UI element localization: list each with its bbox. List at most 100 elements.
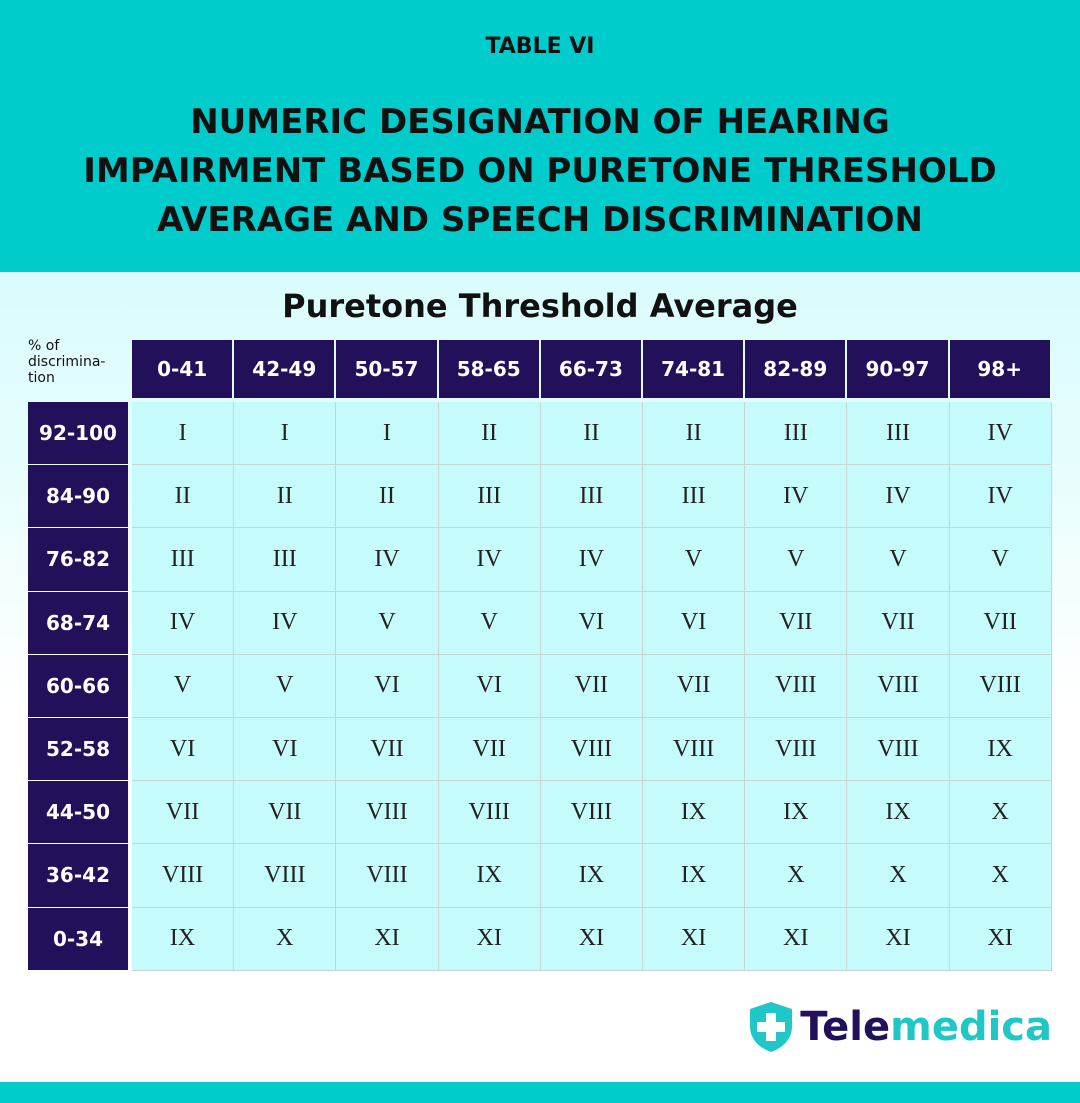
corner-line: % of	[28, 338, 60, 354]
table-cell: VIII	[847, 654, 950, 718]
table-cell: II	[234, 465, 337, 529]
table-cell: II	[336, 465, 439, 529]
row-header: 76-82	[28, 528, 128, 591]
brand-icon	[750, 1002, 793, 1052]
table-cell: IX	[745, 781, 848, 845]
table-cell: IV	[949, 465, 1052, 529]
table-cell: V	[745, 528, 848, 592]
table-cell: V	[949, 528, 1052, 592]
table-cell: IV	[438, 528, 541, 592]
table-cell: V	[643, 528, 746, 592]
table-cell: IX	[643, 781, 746, 845]
brand-part: Tele	[800, 1004, 891, 1050]
column-header: 66-73	[540, 340, 641, 398]
table-cell: VII	[234, 781, 337, 845]
table-cell: VII	[643, 654, 746, 718]
table-cell: VIII	[745, 654, 848, 718]
column-header: 98+	[949, 340, 1050, 398]
corner-line: tion	[28, 370, 55, 386]
table-cell: V	[438, 591, 541, 655]
table-cell: II	[132, 465, 235, 529]
row-header: 52-58	[28, 718, 128, 781]
column-header: 82-89	[745, 340, 846, 398]
table-cell: II	[643, 402, 746, 466]
column-header: 74-81	[643, 340, 744, 398]
table-cell: III	[540, 465, 643, 529]
table-cell: XI	[336, 907, 439, 971]
table-cell: III	[847, 402, 950, 466]
table-cell: VI	[643, 591, 746, 655]
table-cell: V	[847, 528, 950, 592]
table-cell: XI	[540, 907, 643, 971]
table-cell: VIII	[234, 844, 337, 908]
table-cell: IX	[438, 844, 541, 908]
table-cell: VIII	[336, 781, 439, 845]
table-cell: IV	[847, 465, 950, 529]
table-cell: VIII	[643, 718, 746, 782]
table-cell: I	[336, 402, 439, 466]
table-cell: VII	[132, 781, 235, 845]
table-caption: Puretone Threshold Average	[282, 287, 798, 325]
table-cell: IV	[540, 528, 643, 592]
row-header: 36-42	[28, 844, 128, 907]
table-cell: VIII	[438, 781, 541, 845]
table-cell: VIII	[540, 781, 643, 845]
table-cell: IV	[949, 402, 1052, 466]
corner-label: % of discrimina-tion	[28, 338, 105, 386]
table-cell: XI	[745, 907, 848, 971]
table-cell: VIII	[132, 844, 235, 908]
row-header: 84-90	[28, 465, 128, 528]
table-cell: VII	[540, 654, 643, 718]
table-cell: III	[132, 528, 235, 592]
row-header: 44-50	[28, 781, 128, 844]
table-cell: V	[234, 654, 337, 718]
table-cell: IX	[949, 718, 1052, 782]
table-cell: II	[438, 402, 541, 466]
header-title: NUMERIC DESIGNATION OF HEARING IMPAIRMENT…	[0, 98, 1080, 245]
title-line: IMPAIRMENT BASED ON PURETONE THRESHOLD	[83, 151, 997, 191]
table-cell: III	[438, 465, 541, 529]
table-cell: XI	[949, 907, 1052, 971]
table-cell: VI	[540, 591, 643, 655]
table-cell: VIII	[540, 718, 643, 782]
footer-bar	[0, 1082, 1080, 1103]
brand-part: medica	[890, 1004, 1052, 1050]
table-cell: IV	[745, 465, 848, 529]
table-cell: VIII	[847, 718, 950, 782]
table-cell: X	[949, 781, 1052, 845]
table-cell: VIII	[745, 718, 848, 782]
table-cell: X	[949, 844, 1052, 908]
table-cell: II	[540, 402, 643, 466]
corner-line: discrimina-	[28, 354, 106, 370]
row-header: 68-74	[28, 591, 128, 654]
table-cell: V	[336, 591, 439, 655]
table-cell: I	[234, 402, 337, 466]
table-cell: IV	[234, 591, 337, 655]
table-cell: X	[234, 907, 337, 971]
table-cell: IX	[643, 844, 746, 908]
header: TABLE VI NUMERIC DESIGNATION OF HEARING I…	[0, 0, 1080, 272]
table-cell: X	[847, 844, 950, 908]
column-header: 90-97	[847, 340, 948, 398]
table-cell: I	[132, 402, 235, 466]
table-cell: XI	[643, 907, 746, 971]
table-cell: IX	[540, 844, 643, 908]
column-header: 50-57	[336, 340, 437, 398]
title-line: AVERAGE AND SPEECH DISCRIMINATION	[157, 200, 923, 240]
table-cell: VI	[132, 718, 235, 782]
header-label: TABLE VI	[485, 34, 595, 59]
table-cell: VII	[336, 718, 439, 782]
table-cell: VIII	[336, 844, 439, 908]
column-header: 0-41	[132, 340, 233, 398]
table-cell: V	[132, 654, 235, 718]
table-cell: VI	[438, 654, 541, 718]
table-cell: VII	[745, 591, 848, 655]
table-cell: X	[745, 844, 848, 908]
table-cell: VII	[949, 591, 1052, 655]
table-cell: III	[745, 402, 848, 466]
table-cell: VIII	[949, 654, 1052, 718]
table-cell: IX	[847, 781, 950, 845]
row-header: 60-66	[28, 654, 128, 717]
row-header: 0-34	[28, 907, 128, 970]
